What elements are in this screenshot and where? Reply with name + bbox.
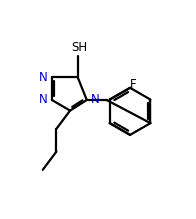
Text: N: N bbox=[39, 94, 47, 106]
Text: N: N bbox=[39, 71, 47, 84]
Text: SH: SH bbox=[71, 41, 87, 54]
Text: N: N bbox=[91, 94, 99, 106]
Text: F: F bbox=[130, 78, 137, 90]
